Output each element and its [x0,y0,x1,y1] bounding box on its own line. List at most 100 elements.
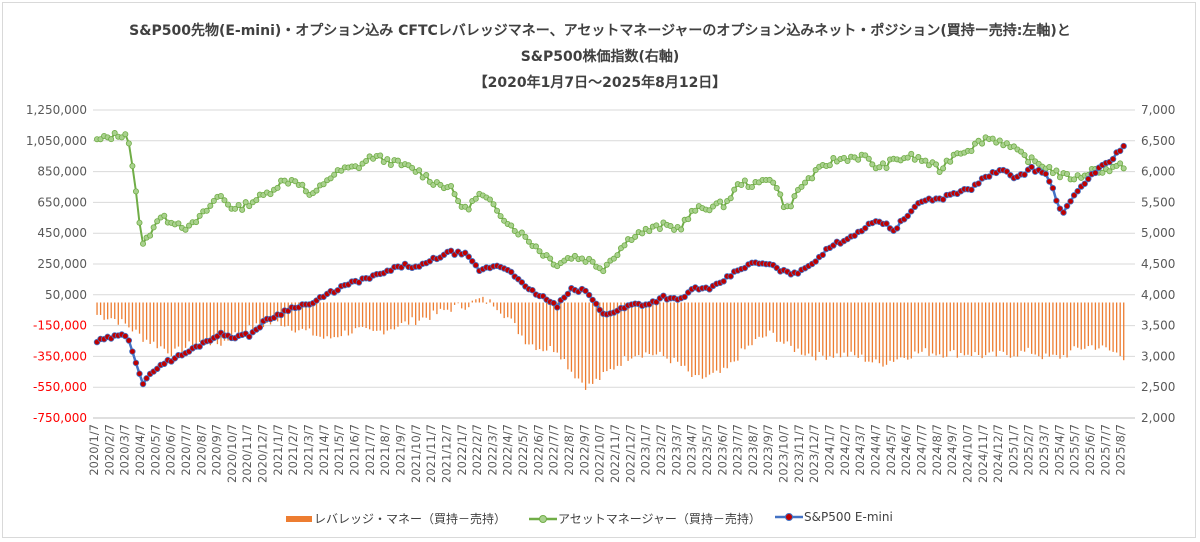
leveraged-bar [1055,302,1058,356]
asset-manager-point [685,216,692,223]
asset-manager-point [656,225,663,232]
leveraged-bar [400,302,403,323]
leveraged-bar [613,302,615,370]
leveraged-bar [1059,302,1061,359]
asset-manager-point [748,184,755,191]
sp500-point [529,287,536,294]
leveraged-bar [1091,302,1093,346]
leveraged-bar [744,302,746,350]
leveraged-bar [294,302,296,333]
leveraged-bar [170,302,173,357]
asset-manager-point [132,188,139,195]
asset-manager-point [600,268,607,275]
leveraged-bar [581,302,583,383]
sp500-point [1116,147,1124,155]
leveraged-bar [761,302,764,338]
asset-manager-point [451,191,458,198]
leveraged-bar [645,302,647,353]
y-left-tick-label: -750,000 [33,411,87,425]
asset-manager-point [221,197,228,204]
leveraged-bar [1002,302,1005,352]
y-left-tick-label: 50,000 [45,288,87,302]
leveraged-bar [871,302,874,363]
leveraged-bar [553,302,555,353]
leveraged-bar [800,302,803,355]
asset-manager-point [543,252,550,259]
legend-sp500-swatch [775,513,803,521]
x-tick-label: 2024/10/7 [960,424,974,483]
sp500-point [461,249,469,257]
x-tick-label: 2025/1/7 [1006,424,1020,476]
leveraged-bar [868,302,870,362]
x-tick-label: 2023/11/7 [792,424,806,483]
leveraged-bar [308,302,311,329]
x-tick-label: 2023/2/7 [654,424,668,476]
sp500-point [139,380,147,388]
asset-manager-point [338,167,345,174]
sp500-point [132,359,140,367]
leveraged-bar [595,302,597,379]
leveraged-bar [921,302,923,352]
leveraged-bar [450,302,452,312]
x-tick-label: 2022/5/7 [516,424,530,476]
leveraged-bar [953,302,955,351]
asset-manager-point [940,165,947,172]
leveraged-bar [429,302,431,320]
leveraged-bar [298,302,300,331]
leveraged-bar [974,302,976,353]
leveraged-bar [422,302,424,318]
leveraged-bar [627,302,629,361]
sp500-point [727,273,734,280]
asset-manager-point [274,184,281,191]
y-left-tick-label: 650,000 [37,195,87,209]
leveraged-bar [832,302,835,358]
y-right-tick-label: 6,000 [1141,165,1175,179]
leveraged-bar [574,302,576,379]
legend-asset-swatch [529,514,557,523]
leveraged-bar [468,302,470,308]
asset-manager-point [1018,148,1025,155]
leveraged-bar [1080,302,1082,350]
asset-manager-point [791,193,798,200]
y-left-tick-label: 850,000 [37,165,87,179]
leveraged-bar [698,302,700,376]
leveraged-bar [301,302,304,329]
leveraged-bar [131,302,134,332]
legend-asset: アセットマネージャー（買持－売持） [528,510,761,527]
sp500-point [246,333,253,340]
legend-asset-label: アセットマネージャー（買持－売持） [558,512,761,526]
leveraged-bar [312,302,314,336]
leveraged-bar [273,302,275,321]
leveraged-bar [230,302,233,341]
asset-manager-point [331,171,338,178]
asset-manager-point [292,178,299,185]
leveraged-bar [489,299,491,303]
leveraged-bar [917,302,920,354]
asset-manager-point [883,164,890,171]
asset-manager-point [1106,168,1113,175]
asset-manager-point [490,201,497,208]
leveraged-bar [786,302,789,342]
y-left-tick-label: -350,000 [33,349,87,363]
leveraged-bar [96,302,98,315]
x-tick-label: 2022/12/7 [623,424,637,483]
leveraged-bar [705,302,707,378]
x-tick-label: 2023/10/7 [777,424,791,483]
leveraged-bar [1027,302,1029,348]
asset-manager-point [579,255,586,262]
y-left-tick-label: 250,000 [37,257,87,271]
asset-manager-point [196,212,203,219]
leveraged-bar [153,302,155,342]
x-tick-label: 2022/2/7 [470,424,484,476]
legend-sp500-label: S&P500 E-mini [804,510,893,524]
leveraged-bar [287,302,289,326]
asset-manager-point [908,150,915,157]
leveraged-bar [446,302,449,310]
leveraged-bar [439,302,442,309]
leveraged-bar [1006,302,1008,356]
leveraged-bar [174,302,176,349]
leveraged-bar [1105,302,1107,348]
asset-manager-point [232,205,239,212]
leveraged-bar [507,302,509,318]
